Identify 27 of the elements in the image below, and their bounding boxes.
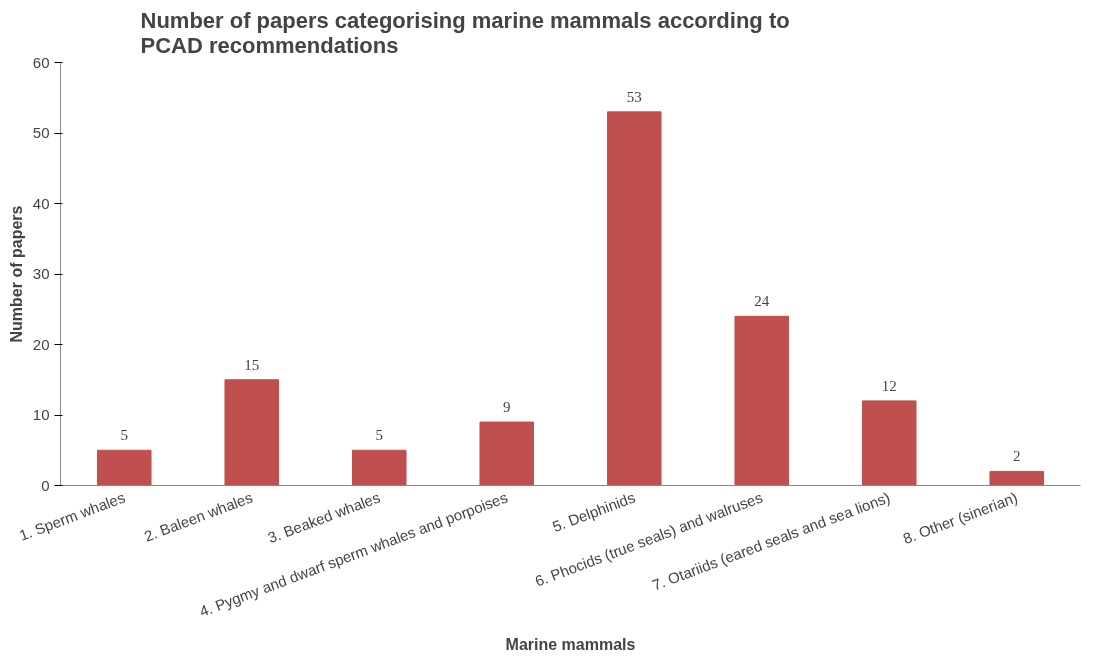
bar (96, 449, 152, 486)
bar (606, 111, 662, 486)
bar (479, 421, 535, 486)
y-tick-label: 50 (32, 124, 50, 141)
y-tick-label: 40 (32, 194, 50, 212)
bar (861, 400, 917, 486)
data-label: 5 (375, 427, 383, 444)
bar (734, 315, 790, 486)
y-tick-label: 0 (41, 476, 50, 494)
bar (224, 379, 280, 486)
data-label: 53 (626, 88, 642, 105)
bar (989, 470, 1045, 486)
y-tick-label: 20 (32, 335, 50, 353)
y-tick-label: 30 (32, 265, 50, 282)
data-label: 9 (503, 399, 511, 416)
y-tick-label: 10 (32, 406, 50, 423)
chart-title: Number of papers categorising marine mammals according to PCAD recommendations (140, 7, 790, 58)
data-label: 12 (881, 377, 897, 394)
x-tick-label: 2. Baleen whales (141, 488, 255, 545)
y-axis-title: Number of papers (7, 205, 25, 343)
data-label: 5 (120, 427, 128, 444)
y-tick-label: 60 (32, 53, 50, 71)
data-label: 2 (1013, 448, 1021, 465)
data-label: 24 (754, 293, 770, 310)
x-axis-title: Marine mammals (505, 635, 636, 653)
bar (351, 449, 407, 486)
data-label: 15 (244, 356, 260, 373)
